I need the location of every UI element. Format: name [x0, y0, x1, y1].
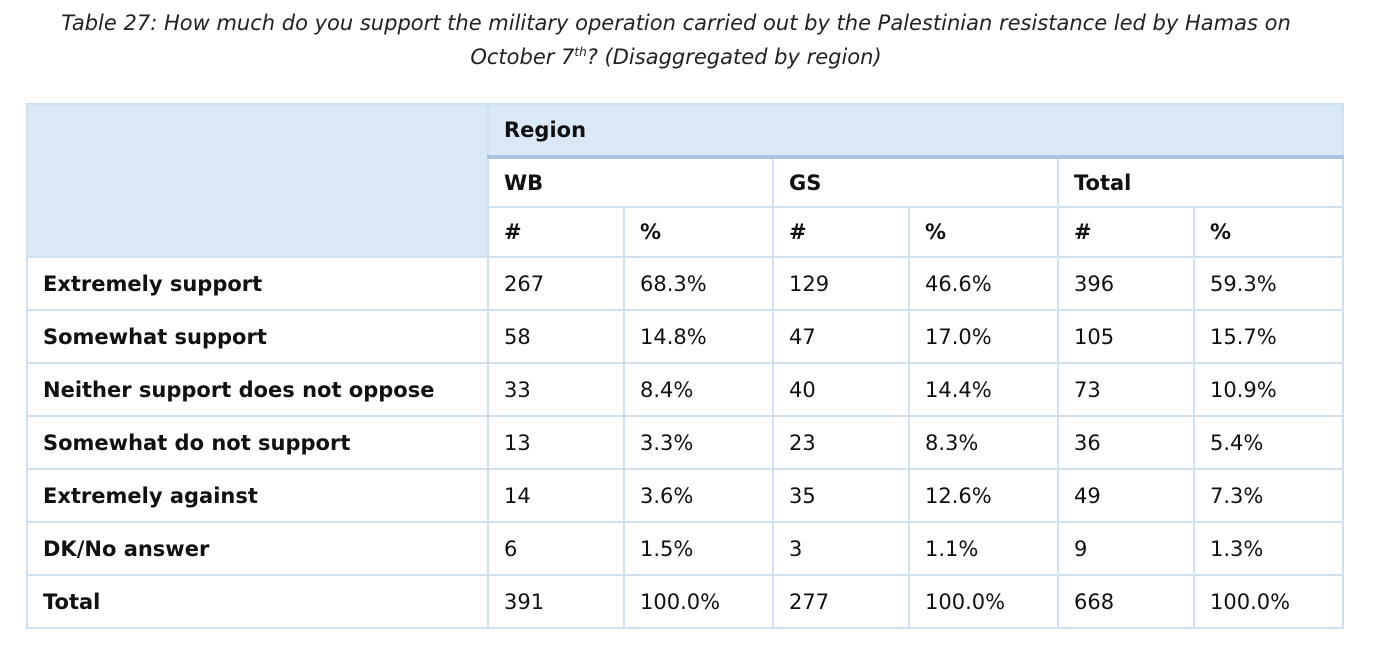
caption-line-1: Table 27: How much do you support the mi… [61, 11, 1291, 35]
unit-header-cell: % [1192, 206, 1345, 258]
unit-header-cell: % [908, 206, 1059, 258]
unit-header-cell: # [487, 206, 625, 258]
table-cell: 8.4% [623, 362, 774, 417]
header-row-units: # % # % # % [27, 206, 1345, 258]
results-table: Region WB GS Total # % # % # % Extremely… [26, 103, 1345, 629]
table-cell: 33 [487, 362, 625, 417]
table-cell: 40 [772, 362, 910, 417]
table-cell: 129 [772, 256, 910, 311]
row-label: Somewhat do not support [26, 415, 489, 470]
table-row: DK/No answer 6 1.5% 3 1.1% 9 1.3% [26, 521, 1345, 576]
table-row: Extremely support 267 68.3% 129 46.6% 39… [26, 256, 1345, 311]
table-cell: 1.3% [1192, 521, 1345, 576]
table-cell: 46.6% [908, 256, 1059, 311]
table-cell: 267 [487, 256, 625, 311]
row-label: Neither support does not oppose [26, 362, 489, 417]
row-label: Total [26, 574, 489, 629]
table-cell: 7.3% [1192, 468, 1345, 523]
row-label: Extremely support [26, 256, 489, 311]
table-cell: 73 [1057, 362, 1195, 417]
group-header-wb: WB [487, 156, 774, 208]
table-cell: 100.0% [908, 574, 1059, 629]
table-cell: 8.3% [908, 415, 1059, 470]
table-cell: 1.1% [908, 521, 1059, 576]
table-cell: 15.7% [1192, 309, 1345, 364]
table-cell: 14 [487, 468, 625, 523]
unit-header-cell: # [1057, 206, 1195, 258]
table-cell: 3 [772, 521, 910, 576]
group-header-total: Total [1056, 156, 1345, 208]
table-cell: 14.4% [908, 362, 1059, 417]
caption-rest: ? (Disaggregated by region) [586, 45, 882, 69]
table-cell: 14.8% [623, 309, 774, 364]
table-cell: 6 [487, 521, 625, 576]
unit-header-cell: % [623, 206, 774, 258]
table-cell: 13 [487, 415, 625, 470]
table-cell: 47 [772, 309, 910, 364]
table-cell: 5.4% [1192, 415, 1345, 470]
table-cell: 9 [1057, 521, 1195, 576]
caption-line-2: October 7th? (Disaggregated by region) [0, 40, 1352, 74]
table-row-total: Total 391 100.0% 277 100.0% 668 100.0% [26, 574, 1345, 629]
table-cell: 391 [487, 574, 625, 629]
header-row-groups: WB GS Total [27, 156, 1345, 208]
table-row: Somewhat do not support 13 3.3% 23 8.3% … [26, 415, 1345, 470]
table-cell: 10.9% [1192, 362, 1345, 417]
table-cell: 68.3% [623, 256, 774, 311]
region-header: Region [486, 103, 1345, 159]
table-cell: 396 [1057, 256, 1195, 311]
table-cell: 105 [1057, 309, 1195, 364]
table-row: Somewhat support 58 14.8% 47 17.0% 105 1… [26, 309, 1345, 364]
row-label: Somewhat support [26, 309, 489, 364]
row-label: DK/No answer [26, 521, 489, 576]
table-cell: 59.3% [1192, 256, 1345, 311]
table-cell: 12.6% [908, 468, 1059, 523]
table-cell: 35 [772, 468, 910, 523]
table-cell: 1.5% [623, 521, 774, 576]
caption-date: October 7 [470, 45, 575, 69]
table-cell: 100.0% [623, 574, 774, 629]
table-row: Extremely against 14 3.6% 35 12.6% 49 7.… [26, 468, 1345, 523]
table-cell: 100.0% [1192, 574, 1345, 629]
unit-header-cell: # [772, 206, 910, 258]
table-cell: 277 [772, 574, 910, 629]
table-cell: 49 [1057, 468, 1195, 523]
table-caption: Table 27: How much do you support the mi… [0, 6, 1352, 74]
table-cell: 668 [1057, 574, 1195, 629]
header-corner-cell [26, 103, 489, 258]
row-label: Extremely against [26, 468, 489, 523]
group-header-gs: GS [772, 156, 1059, 208]
header-row-region: Region [26, 103, 1345, 258]
table-cell: 23 [772, 415, 910, 470]
caption-ordinal-suffix: th [574, 45, 587, 59]
table-cell: 58 [487, 309, 625, 364]
table-row: Neither support does not oppose 33 8.4% … [26, 362, 1345, 417]
table-cell: 3.3% [623, 415, 774, 470]
table-cell: 36 [1057, 415, 1195, 470]
table-cell: 3.6% [623, 468, 774, 523]
table-cell: 17.0% [908, 309, 1059, 364]
